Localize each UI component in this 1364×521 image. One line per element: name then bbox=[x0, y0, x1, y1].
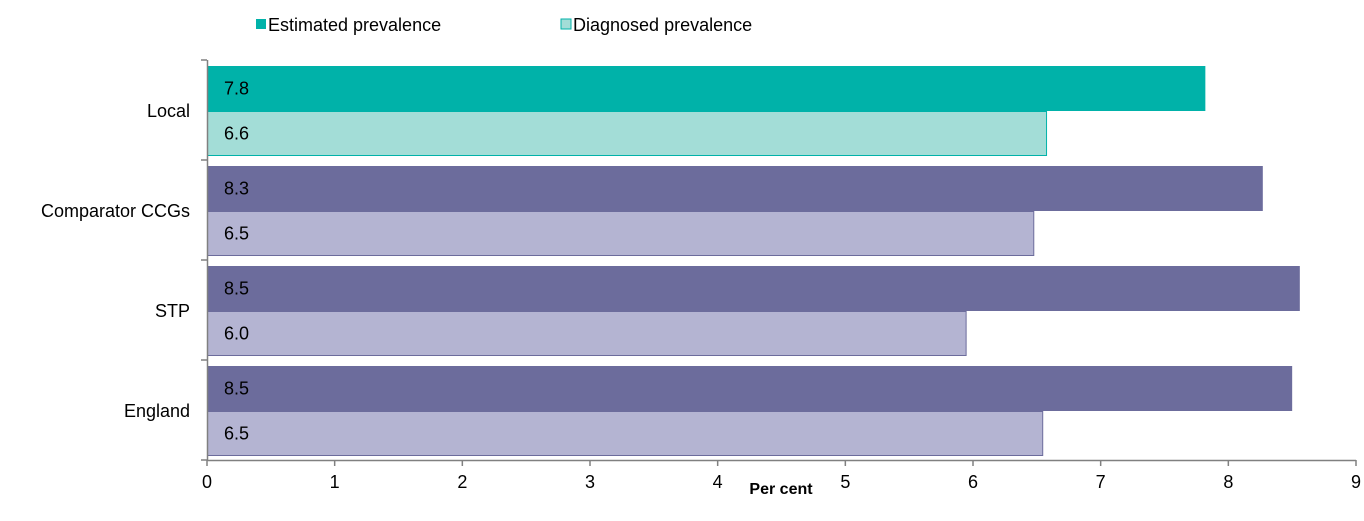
x-tick-label-4: 4 bbox=[713, 472, 723, 492]
bar-diagnosed-0 bbox=[207, 111, 1048, 156]
x-axis-title: Per cent bbox=[749, 481, 813, 498]
data-label-diagnosed-3: 6.5 bbox=[224, 424, 249, 444]
bars-group: 7.8 6.6 8.3 6.5 8.5 6.0 8.5 6.5 bbox=[207, 66, 1300, 456]
legend-swatch-diagnosed bbox=[560, 18, 572, 30]
x-tick-label-3: 3 bbox=[585, 472, 595, 492]
bar-diagnosed-1 bbox=[207, 211, 1035, 256]
data-label-diagnosed-2: 6.0 bbox=[224, 324, 249, 344]
category-label-3: England bbox=[124, 401, 190, 421]
bar-diagnosed-3 bbox=[207, 411, 1044, 456]
data-label-diagnosed-0: 6.6 bbox=[224, 124, 249, 144]
data-label-estimated-0: 7.8 bbox=[224, 79, 249, 99]
x-tick-label-2: 2 bbox=[457, 472, 467, 492]
x-tick-label-8: 8 bbox=[1223, 472, 1233, 492]
bar-estimated-1 bbox=[207, 166, 1263, 211]
data-label-estimated-1: 8.3 bbox=[224, 179, 249, 199]
data-label-diagnosed-1: 6.5 bbox=[224, 224, 249, 244]
axes-group: Local Comparator CCGs STP England 0 1 2 3 4 5 6 7 8 9 bbox=[41, 59, 1361, 492]
x-tick-label-5: 5 bbox=[840, 472, 850, 492]
legend-swatch-estimated bbox=[256, 19, 266, 29]
x-tick-label-0: 0 bbox=[202, 472, 212, 492]
bar-estimated-0 bbox=[207, 66, 1206, 111]
bar-estimated-3 bbox=[207, 366, 1293, 411]
x-tick-label-7: 7 bbox=[1096, 472, 1106, 492]
legend-label-estimated: Estimated prevalence bbox=[268, 15, 441, 35]
legend-label-diagnosed: Diagnosed prevalence bbox=[573, 15, 752, 35]
category-label-1: Comparator CCGs bbox=[41, 201, 190, 221]
category-label-2: STP bbox=[155, 301, 190, 321]
x-tick-label-9: 9 bbox=[1351, 472, 1361, 492]
x-tick-label-1: 1 bbox=[330, 472, 340, 492]
legend: Estimated prevalence Diagnosed prevalenc… bbox=[256, 15, 752, 35]
category-label-0: Local bbox=[147, 101, 190, 121]
bar-diagnosed-2 bbox=[207, 311, 967, 356]
x-tick-label-6: 6 bbox=[968, 472, 978, 492]
data-label-estimated-2: 8.5 bbox=[224, 279, 249, 299]
bar-estimated-2 bbox=[207, 266, 1300, 311]
data-label-estimated-3: 8.5 bbox=[224, 379, 249, 399]
